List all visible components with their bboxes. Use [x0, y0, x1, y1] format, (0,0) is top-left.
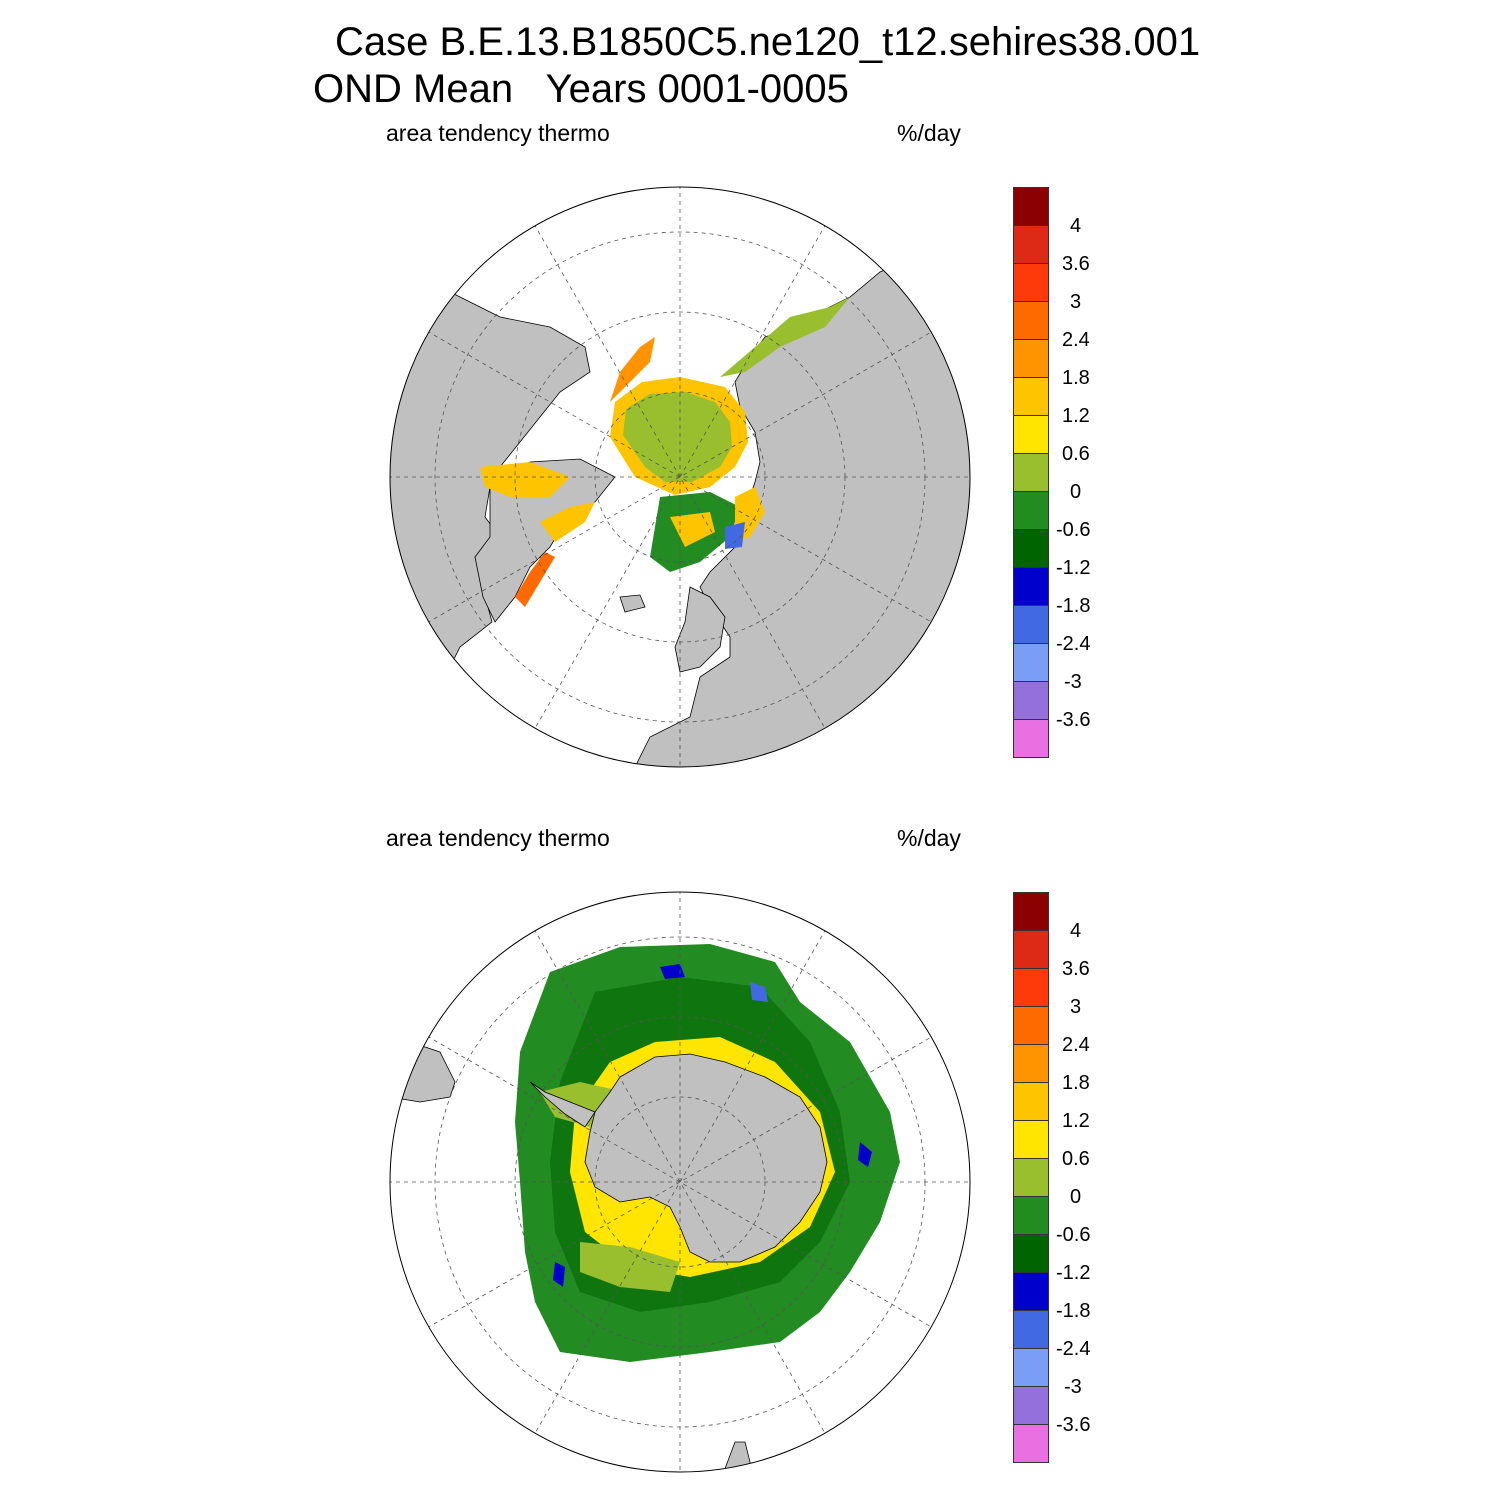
nh-colorbar-tick: 1.8 — [1062, 367, 1090, 389]
plot-title-line-1: Case B.E.13.B1850C5.ne120_t12.sehires38.… — [335, 20, 1201, 64]
sh-units-label: %/day — [897, 825, 961, 851]
sh-colorbar-swatch — [1013, 1196, 1049, 1235]
sh-colorbar-swatch — [1013, 1044, 1049, 1083]
nh-colorbar-tick: 0 — [1070, 481, 1082, 503]
sh-colorbar-tick: -0.6 — [1056, 1224, 1091, 1246]
nh-colorbar-swatch — [1013, 225, 1049, 264]
nh-colorbar-swatch — [1013, 567, 1049, 606]
nh-map-border — [389, 186, 971, 768]
sh-colorbar-tick: 1.2 — [1062, 1110, 1090, 1132]
nh-colorbar-tick: 1.2 — [1062, 405, 1090, 427]
nh-colorbar-tick: 3 — [1070, 291, 1082, 313]
sh-colorbar-tick: -1.8 — [1056, 1300, 1091, 1322]
sh-colorbar-swatch — [1013, 1424, 1049, 1463]
nh-colorbar-swatch — [1013, 529, 1049, 568]
sh-map-border — [389, 891, 971, 1473]
sh-colorbar-tick: 0 — [1070, 1186, 1082, 1208]
nh-colorbar-swatch — [1013, 339, 1049, 378]
arctic-polar-map — [389, 186, 971, 768]
nh-colorbar-swatch — [1013, 377, 1049, 416]
nh-colorbar-tick: -2.4 — [1056, 633, 1091, 655]
sh-colorbar-tick: 3 — [1070, 996, 1082, 1018]
nh-colorbar-swatch — [1013, 643, 1049, 682]
sh-colorbar-tick: 3.6 — [1062, 958, 1090, 980]
nh-colorbar-swatch — [1013, 263, 1049, 302]
nh-colorbar-tick: -3 — [1064, 671, 1082, 693]
nh-colorbar-swatch — [1013, 605, 1049, 644]
sh-colorbar-swatch — [1013, 930, 1049, 969]
nh-colorbar-tick: -1.8 — [1056, 595, 1091, 617]
antarctic-polar-map — [389, 891, 971, 1473]
sh-colorbar-swatch — [1013, 1082, 1049, 1121]
nh-colorbar-tick: 4 — [1070, 215, 1082, 237]
nh-graticule — [390, 187, 970, 767]
nh-variable-label: area tendency thermo — [386, 120, 610, 146]
nh-colorbar-swatch — [1013, 719, 1049, 758]
nh-colorbar-tick: -3.6 — [1056, 709, 1091, 731]
sh-colorbar-tick: -1.2 — [1056, 1262, 1091, 1284]
sh-colorbar-swatch — [1013, 1234, 1049, 1273]
sh-colorbar-tick: 4 — [1070, 920, 1082, 942]
sh-colorbar-swatch — [1013, 1158, 1049, 1197]
nh-colorbar-tick: 0.6 — [1062, 443, 1090, 465]
sh-colorbar-tick: -3 — [1064, 1376, 1082, 1398]
nh-colorbar-swatch — [1013, 187, 1049, 226]
nh-colorbar-tick: 3.6 — [1062, 253, 1090, 275]
nh-colorbar-swatch — [1013, 491, 1049, 530]
nh-units-label: %/day — [897, 120, 961, 146]
sh-colorbar-swatch — [1013, 1006, 1049, 1045]
sh-colorbar-swatch — [1013, 1386, 1049, 1425]
nh-colorbar-swatch — [1013, 301, 1049, 340]
sh-colorbar-swatch — [1013, 1348, 1049, 1387]
sh-colorbar-tick: -2.4 — [1056, 1338, 1091, 1360]
nh-colorbar-swatch — [1013, 681, 1049, 720]
nh-colorbar-swatch — [1013, 453, 1049, 492]
sh-colorbar-tick: 1.8 — [1062, 1072, 1090, 1094]
sh-colorbar-tick: 2.4 — [1062, 1034, 1090, 1056]
sh-graticule — [390, 892, 970, 1472]
sh-variable-label: area tendency thermo — [386, 825, 610, 851]
nh-colorbar-tick: 2.4 — [1062, 329, 1090, 351]
sh-colorbar-swatch — [1013, 968, 1049, 1007]
sh-colorbar-tick: 0.6 — [1062, 1148, 1090, 1170]
nh-land — [390, 236, 970, 767]
sh-colorbar-swatch — [1013, 1310, 1049, 1349]
nh-colorbar-tick: -1.2 — [1056, 557, 1091, 579]
nh-colorbar-tick: -0.6 — [1056, 519, 1091, 541]
nh-colorbar-swatch — [1013, 415, 1049, 454]
plot-title-line-2: OND Mean Years 0001-0005 — [313, 67, 849, 111]
sh-colorbar-swatch — [1013, 1120, 1049, 1159]
sh-colorbar-swatch — [1013, 892, 1049, 931]
sh-colorbar-tick: -3.6 — [1056, 1414, 1091, 1436]
sh-colorbar-swatch — [1013, 1272, 1049, 1311]
